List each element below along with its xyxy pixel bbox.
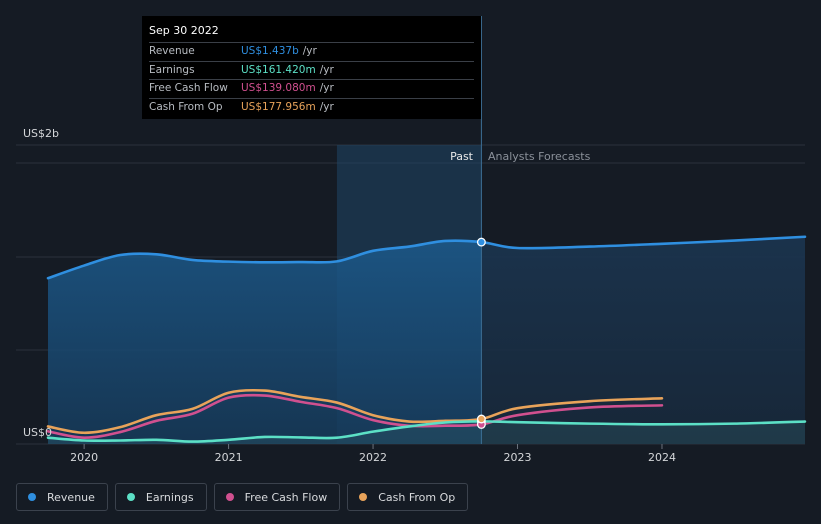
revenue-marker <box>476 237 486 247</box>
cash-from-op-dot-icon <box>359 493 368 501</box>
revenue-line <box>46 235 807 280</box>
legend-label: Free Cash Flow <box>244 490 328 504</box>
tooltip-unit: /yr <box>302 45 317 57</box>
tooltip-value: US$1.437b <box>241 45 299 57</box>
tooltip-label: Free Cash Flow <box>149 82 228 94</box>
legend-item-cash-from-op[interactable]: Cash From Op <box>347 483 469 511</box>
cash-from-op-marker <box>476 414 486 424</box>
tooltip-unit: /yr <box>319 100 334 113</box>
legend-label: Revenue <box>47 490 95 504</box>
tooltip-unit: /yr <box>319 82 334 94</box>
earnings-area <box>48 421 805 444</box>
tooltip-unit: /yr <box>319 63 334 76</box>
x-tick-label: 2024 <box>648 451 676 464</box>
revenue-dot-icon <box>28 493 36 501</box>
tooltip-value: US$161.420m <box>241 63 316 76</box>
data-tooltip: Sep 30 2022 Revenue US$1.437b /yr Earnin… <box>142 16 481 119</box>
tooltip-value: US$177.956m <box>241 100 316 113</box>
y-axis-top-label: US$2b <box>23 127 59 140</box>
tooltip-row-cash-from-op: Cash From Op US$177.956m /yr <box>149 97 474 117</box>
forecast-label: Analysts Forecasts <box>488 150 591 163</box>
cash-from-op-line <box>46 388 664 435</box>
tooltip-row-free-cash-flow: Free Cash Flow US$139.080m /yr <box>149 79 474 98</box>
x-tick-label: 2022 <box>359 451 387 464</box>
legend-item-earnings[interactable]: Earnings <box>114 483 207 511</box>
tooltip-label: Revenue <box>149 45 195 57</box>
x-tick-label: 2021 <box>215 451 243 464</box>
legend-label: Cash From Op <box>378 490 456 504</box>
hover-markers <box>476 237 486 429</box>
free-cash-flow-line <box>46 393 664 439</box>
x-tick-label: 2020 <box>70 451 98 464</box>
x-axis-ticks: 2020 2021 2022 2023 2024 <box>70 444 676 464</box>
tooltip-value: US$139.080m <box>241 82 316 94</box>
y-axis-bottom-label: US$0 <box>23 426 52 439</box>
free-cash-flow-dot-icon <box>225 493 234 501</box>
tooltip-label: Earnings <box>149 63 195 76</box>
area-fills <box>48 16 805 444</box>
tooltip-row-earnings: Earnings US$161.420m /yr <box>149 60 474 80</box>
series-lines <box>46 235 807 443</box>
legend-item-revenue[interactable]: Revenue <box>16 483 108 511</box>
x-tick-label: 2023 <box>504 451 532 464</box>
chart-legend: Revenue Earnings Free Cash Flow Cash Fro… <box>16 483 469 511</box>
revenue-area-past <box>48 240 482 444</box>
tooltip-label: Cash From Op <box>149 100 223 113</box>
past-label: Past <box>450 150 474 163</box>
legend-item-free-cash-flow[interactable]: Free Cash Flow <box>213 483 341 511</box>
earnings-line <box>46 420 807 443</box>
tooltip-row-revenue: Revenue US$1.437b /yr <box>149 42 474 61</box>
earnings-dot-icon <box>126 493 135 501</box>
tooltip-date: Sep 30 2022 <box>149 24 219 37</box>
legend-label: Earnings <box>145 490 194 504</box>
revenue-area-forecast <box>481 236 805 444</box>
